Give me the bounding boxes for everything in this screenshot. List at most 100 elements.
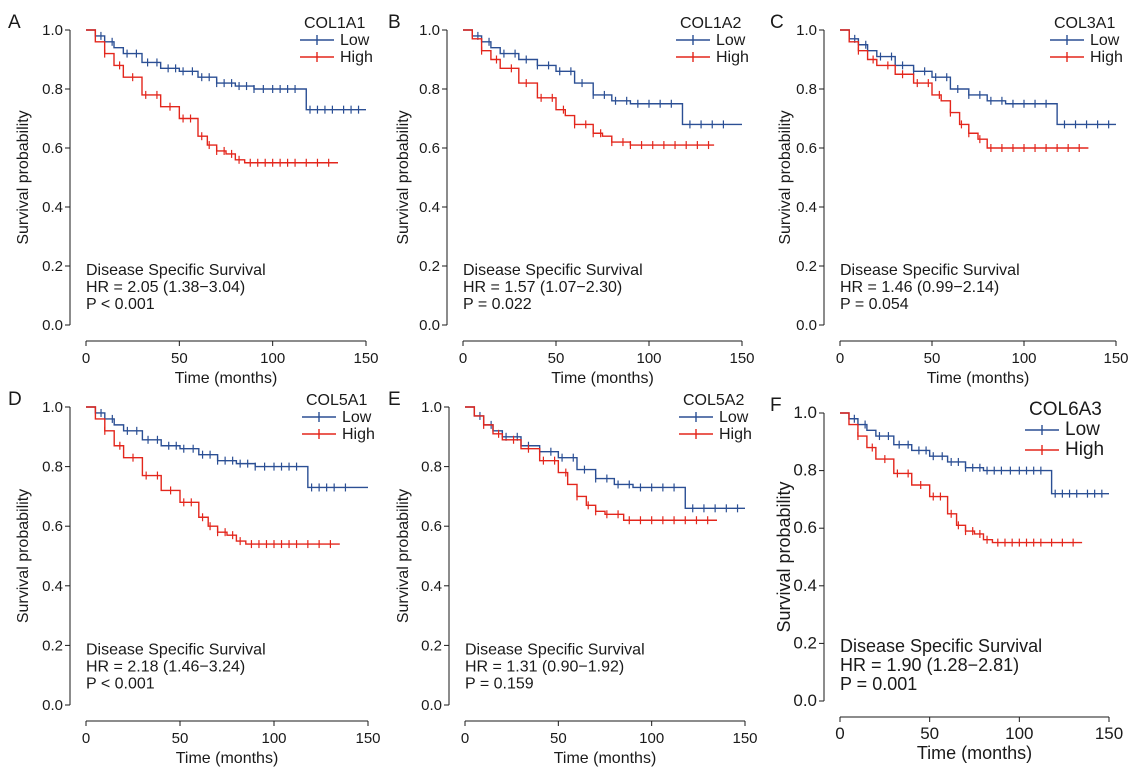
panel-c-y-tick-label: 0.8 xyxy=(796,81,817,98)
panel-b-series-high xyxy=(463,29,715,150)
panel-d: D 0.0 0.2 0.4 0.6 0.8 1.0 0 50 100 150 Time (months… xyxy=(8,389,381,767)
panel-d-legend-title: COL5A1 xyxy=(306,392,367,409)
panel-b-y-tick-label: 1.0 xyxy=(419,22,440,39)
panel-d-curve-low xyxy=(86,406,368,489)
panel-e-series-low xyxy=(465,406,745,513)
panel-b-legend-title: COL1A2 xyxy=(680,15,741,32)
panel-e-annotation-line: P = 0.159 xyxy=(465,675,534,692)
panel-a-y-tick-label: 0.8 xyxy=(42,81,63,98)
panel-f-letter: F xyxy=(770,395,782,416)
panel-e-legend-title: COL5A2 xyxy=(683,392,744,409)
panel-c-y-tick-label: 0.2 xyxy=(796,258,817,275)
panel-d-x-tick-label: 150 xyxy=(355,730,380,747)
panel-c-letter: C xyxy=(770,12,784,33)
panel-e-annotation-line: HR = 1.31 (0.90−1.92) xyxy=(465,658,624,675)
panel-b-y-axis-title: Survival probability xyxy=(395,110,412,244)
panel-f-series-low xyxy=(840,412,1109,498)
panel-a-x-tick-label: 150 xyxy=(353,350,378,367)
panel-a-annotation-line: P < 0.001 xyxy=(86,296,155,313)
panel-d-legend-entry: High xyxy=(342,426,375,443)
panel-f-legend-entry: Low xyxy=(1065,419,1100,440)
panel-a-legend-entry: Low xyxy=(340,32,370,49)
panel-a-series-low xyxy=(86,29,366,114)
panel-a-curve-low xyxy=(86,29,366,111)
panel-f-y-tick-label: 0.6 xyxy=(793,518,817,537)
panel-f-y-tick-label: 0.4 xyxy=(793,576,817,595)
panel-f-annotation-line: P = 0.001 xyxy=(840,674,917,694)
panel-d-x-tick-label: 0 xyxy=(82,730,90,747)
panel-d-annotation-line: Disease Specific Survival xyxy=(86,641,266,658)
panel-c-y-tick-label: 1.0 xyxy=(796,22,817,39)
panel-b-x-axis-title: Time (months) xyxy=(551,370,654,387)
panel-b-legend-entry: High xyxy=(716,49,749,66)
panel-a-annotation-line: HR = 2.05 (1.38−3.04) xyxy=(86,279,245,296)
panel-d-y-tick-label: 0.6 xyxy=(42,518,63,535)
panel-b-x-tick-label: 150 xyxy=(729,350,754,367)
panel-a-legend-title: COL1A1 xyxy=(304,15,365,32)
panel-a-y-axis-title: Survival probability xyxy=(15,110,32,244)
panel-b-y-tick-label: 0.8 xyxy=(419,81,440,98)
panel-c-curve-low xyxy=(840,29,1116,126)
panel-f-series-high xyxy=(840,412,1083,547)
panel-d-y-tick-label: 1.0 xyxy=(42,399,63,416)
panel-f: F 0.0 0.2 0.4 0.6 0.8 1.0 0 50 100 150 Time (months… xyxy=(770,395,1123,763)
panel-e-series-high xyxy=(465,406,717,525)
panel-f-curve-high xyxy=(840,412,1083,544)
panel-b-x-tick-label: 0 xyxy=(459,350,467,367)
panel-d-y-tick-label: 0.4 xyxy=(42,578,63,595)
panel-a-x-axis-title: Time (months) xyxy=(175,370,278,387)
panel-f-curve-low xyxy=(840,412,1109,495)
panel-f-y-tick-label: 0.8 xyxy=(793,461,817,480)
panel-e-x-tick-label: 0 xyxy=(461,730,469,747)
panel-c-x-tick-label: 50 xyxy=(924,350,941,367)
panel-b-letter: B xyxy=(388,12,401,33)
panel-f-y-tick-label: 1.0 xyxy=(793,403,817,422)
panel-b-y-tick-label: 0.0 xyxy=(419,317,440,334)
panel-e-x-tick-label: 50 xyxy=(550,730,567,747)
panel-e-legend-entry: High xyxy=(719,426,752,443)
panel-d-x-axis-title: Time (months) xyxy=(176,750,279,767)
panel-a-y-tick-label: 0.2 xyxy=(42,258,63,275)
panel-a-y-tick-label: 0.6 xyxy=(42,140,63,157)
panel-e-curve-high xyxy=(465,406,717,521)
panel-e-y-tick-label: 1.0 xyxy=(421,399,442,416)
panel-a-legend-entry: High xyxy=(340,49,373,66)
panel-d-series-low xyxy=(86,406,368,492)
panel-c-legend-entry: Low xyxy=(1090,32,1120,49)
panel-e-legend-entry: Low xyxy=(719,409,749,426)
panel-c-x-axis-title: Time (months) xyxy=(927,370,1030,387)
panel-e-annotation-line: Disease Specific Survival xyxy=(465,641,645,658)
panel-b-y-tick-label: 0.4 xyxy=(419,199,440,216)
panel-c-y-tick-label: 0.0 xyxy=(796,317,817,334)
panel-c-annotation-line: Disease Specific Survival xyxy=(840,262,1020,279)
panel-c-curve-high xyxy=(840,29,1089,149)
panel-e-y-tick-label: 0.6 xyxy=(421,518,442,535)
panel-b-legend-entry: Low xyxy=(716,32,746,49)
panel-f-annotation-line: Disease Specific Survival xyxy=(840,636,1042,656)
panel-d-y-axis-title: Survival probability xyxy=(15,489,32,623)
panel-a-x-tick-label: 100 xyxy=(260,350,285,367)
panel-b-annotation-line: P = 0.022 xyxy=(463,296,532,313)
panel-c-legend-title: COL3A1 xyxy=(1054,15,1115,32)
panel-d-curve-high xyxy=(86,406,340,545)
panel-c-x-tick-label: 0 xyxy=(836,350,844,367)
panel-c-series-low xyxy=(840,29,1116,129)
panel-a-letter: A xyxy=(8,12,21,33)
panel-c-y-tick-label: 0.6 xyxy=(796,140,817,157)
panel-a-x-tick-label: 0 xyxy=(82,350,90,367)
panel-a-series-high xyxy=(86,29,338,167)
panel-e-y-tick-label: 0.8 xyxy=(421,459,442,476)
panel-d-x-tick-label: 50 xyxy=(172,730,189,747)
panel-b-annotation-line: HR = 1.57 (1.07−2.30) xyxy=(463,279,622,296)
panel-b-curve-low xyxy=(463,29,742,126)
panel-b-curve-high xyxy=(463,29,715,146)
panel-a-y-tick-label: 1.0 xyxy=(42,22,63,39)
panel-a-y-tick-label: 0.4 xyxy=(42,199,63,216)
panel-a-x-tick-label: 50 xyxy=(171,350,188,367)
panel-f-y-tick-label: 0.2 xyxy=(793,633,817,652)
